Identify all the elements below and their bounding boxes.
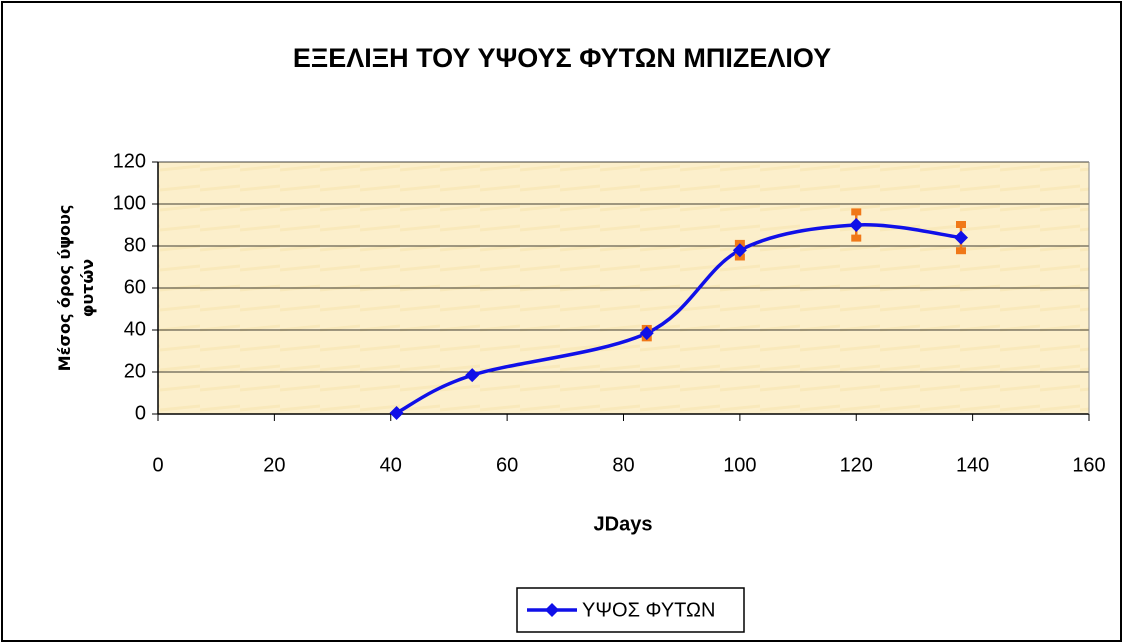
y-axis-label: Μέσος όρος ύψους φυτών [55, 204, 97, 372]
x-tick-label: 20 [263, 454, 285, 476]
legend-label: ΥΨΟΣ ΦΥΤΩΝ [582, 599, 715, 621]
y-tick-label: 60 [124, 276, 146, 298]
y-tick-label: 120 [113, 150, 146, 172]
x-tick-label: 140 [956, 454, 989, 476]
data-point [639, 326, 654, 341]
data-point [732, 243, 747, 258]
y-tick-label: 100 [113, 192, 146, 214]
x-tick-label: 80 [612, 454, 634, 476]
x-tick-label: 160 [1072, 454, 1105, 476]
chart-title: ΕΞΕΛΙΞΗ ΤΟΥ ΥΨΟΥΣ ΦΥΤΩΝ ΜΠΙΖΕΛΙΟΥ [293, 43, 831, 73]
data-point [465, 368, 480, 383]
x-tick-label: 60 [496, 454, 518, 476]
y-tick-label: 80 [124, 234, 146, 256]
data-point [389, 405, 404, 420]
y-tick-label: 40 [124, 318, 146, 340]
x-tick-label: 120 [840, 454, 873, 476]
legend: ΥΨΟΣ ΦΥΤΩΝ [516, 587, 745, 633]
x-tick-label: 100 [723, 454, 756, 476]
y-tick-label: 0 [135, 402, 146, 424]
x-axis-label: JDays [594, 513, 653, 535]
error-cap [851, 208, 862, 216]
x-tick-label: 40 [380, 454, 402, 476]
error-cap [851, 234, 862, 242]
legend-marker [545, 603, 559, 617]
error-cap [955, 247, 966, 255]
error-cap [955, 221, 966, 228]
data-point [953, 230, 968, 245]
data-point [849, 218, 864, 232]
y-tick-label: 20 [124, 360, 146, 382]
x-tick-label: 0 [152, 454, 163, 476]
